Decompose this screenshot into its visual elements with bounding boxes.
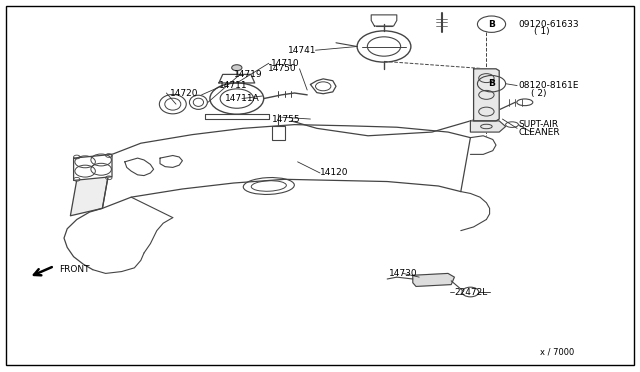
Text: ( 1): ( 1) [534, 27, 550, 36]
Polygon shape [470, 121, 506, 132]
Text: 14755: 14755 [272, 115, 301, 124]
Text: 14730: 14730 [389, 269, 417, 278]
Polygon shape [474, 69, 499, 121]
Polygon shape [74, 154, 112, 180]
Polygon shape [205, 114, 269, 119]
Text: 14711A: 14711A [225, 94, 259, 103]
Text: 09120-61633: 09120-61633 [518, 20, 579, 29]
Polygon shape [70, 154, 112, 216]
Text: 14741: 14741 [288, 46, 317, 55]
Polygon shape [413, 273, 454, 286]
Text: 08120-8161E: 08120-8161E [518, 81, 579, 90]
Bar [272, 126, 285, 140]
Polygon shape [102, 125, 470, 208]
Text: 14719: 14719 [234, 70, 262, 79]
Text: 14750: 14750 [268, 64, 296, 73]
Text: 22472L: 22472L [454, 288, 488, 296]
Text: 14711: 14711 [220, 81, 248, 90]
Text: 14710: 14710 [271, 59, 299, 68]
Text: SUPT-AIR: SUPT-AIR [518, 120, 559, 129]
Circle shape [232, 65, 242, 71]
Text: B: B [488, 20, 495, 29]
Text: x / 7000: x / 7000 [540, 347, 574, 356]
Text: B: B [488, 79, 495, 88]
Text: CLEANER: CLEANER [518, 128, 560, 137]
Polygon shape [219, 74, 255, 83]
Text: 14120: 14120 [320, 169, 349, 177]
Text: FRONT: FRONT [59, 265, 90, 274]
Text: ( 2): ( 2) [531, 89, 547, 97]
Text: 14720: 14720 [170, 89, 198, 97]
